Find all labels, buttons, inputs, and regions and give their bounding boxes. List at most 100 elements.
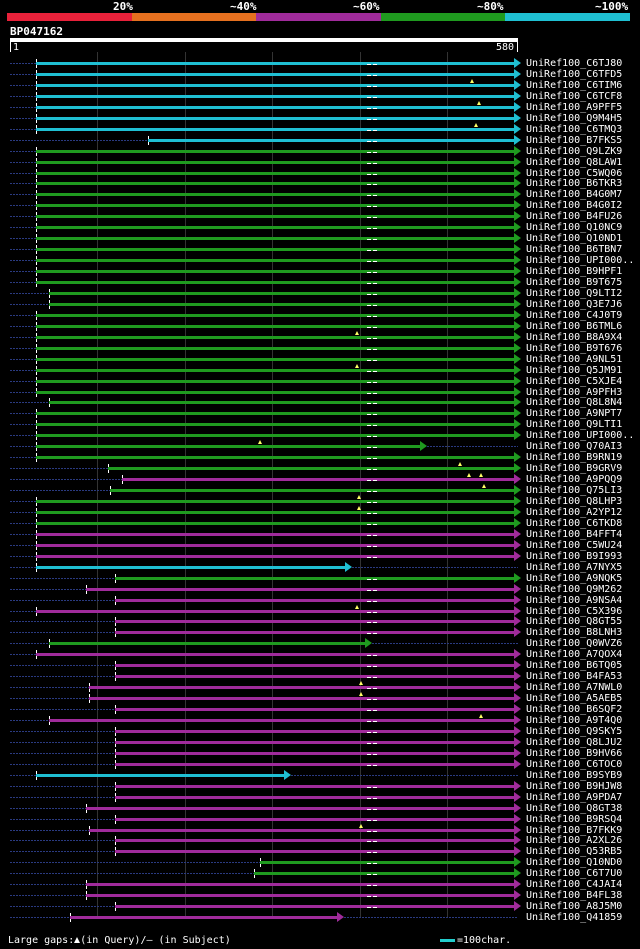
alignment-bar[interactable] (115, 784, 514, 788)
alignment-bar[interactable] (36, 445, 420, 449)
hit-label[interactable]: UniRef100_B9RSQ4 (526, 813, 623, 825)
alignment-bar[interactable] (36, 237, 514, 241)
hit-label[interactable]: UniRef100_Q8L8N4 (526, 397, 623, 409)
hit-label[interactable]: UniRef100_C6TJ80 (526, 58, 623, 69)
hit-label[interactable]: UniRef100_Q10ND1 (526, 233, 623, 245)
hit-row[interactable]: UniRef100_C6TMQ3 (0, 122, 640, 135)
alignment-bar[interactable] (36, 281, 514, 284)
hit-row[interactable]: UniRef100_B9RSQ4 (0, 813, 640, 825)
hit-label[interactable]: UniRef100_A7NWL0 (526, 682, 623, 694)
alignment-bar[interactable] (115, 817, 514, 821)
hit-label[interactable]: UniRef100_A9PFF5 (526, 101, 623, 113)
hit-row[interactable]: UniRef100_A2YP12 (0, 505, 640, 518)
hit-row[interactable]: UniRef100_B6SQF2 (0, 704, 640, 715)
hit-label[interactable]: UniRef100_Q70AI3 (526, 441, 623, 453)
hit-label[interactable]: UniRef100_B4G0I2 (526, 200, 623, 212)
hit-row[interactable]: UniRef100_Q8L8N4 (0, 397, 640, 408)
hit-label[interactable]: UniRef100_C5WQ06 (526, 167, 623, 179)
alignment-bar[interactable] (49, 642, 365, 646)
hit-label[interactable]: UniRef100_C6T7U0 (526, 868, 623, 880)
hit-row[interactable]: UniRef100_Q8GT55 (0, 616, 640, 627)
alignment-bar[interactable] (86, 806, 514, 810)
hit-row[interactable]: UniRef100_C5X396 (0, 604, 640, 617)
hit-label[interactable]: UniRef100_Q5JM91 (526, 364, 623, 376)
hit-label[interactable]: UniRef100_B4G0M7 (526, 189, 623, 201)
hit-row[interactable]: UniRef100_A9NL51 (0, 353, 640, 365)
hit-label[interactable]: UniRef100_B9GRV9 (526, 463, 623, 475)
hit-row[interactable]: UniRef100_B4FL38 (0, 890, 640, 901)
hit-label[interactable]: UniRef100_B9HV66 (526, 747, 623, 759)
alignment-bar[interactable] (36, 773, 284, 777)
hit-row[interactable]: UniRef100_B6TML6 (0, 320, 640, 332)
alignment-bar[interactable] (115, 708, 514, 712)
hit-row[interactable]: UniRef100_B9SYB9 (0, 769, 640, 781)
alignment-bar[interactable] (36, 160, 514, 164)
alignment-bar[interactable] (36, 313, 514, 317)
alignment-bar[interactable] (115, 620, 514, 624)
alignment-bar[interactable] (36, 270, 514, 274)
hit-label[interactable]: UniRef100_A9T4Q0 (526, 715, 623, 726)
hit-label[interactable]: UniRef100_Q8LHP3 (526, 496, 623, 507)
hit-row[interactable]: UniRef100_C6TKD8 (0, 517, 640, 529)
alignment-bar[interactable] (86, 894, 514, 898)
alignment-bar[interactable] (115, 740, 514, 744)
alignment-bar[interactable] (115, 751, 514, 755)
alignment-bar[interactable] (115, 576, 514, 580)
alignment-bar[interactable] (36, 368, 514, 372)
alignment-bar[interactable] (148, 138, 514, 142)
hit-label[interactable]: UniRef100_Q9LTI1 (526, 419, 623, 431)
hit-row[interactable]: UniRef100_A9PFF5 (0, 100, 640, 113)
hit-label[interactable]: UniRef100_A7QOX4 (526, 649, 623, 661)
hit-label[interactable]: UniRef100_C6TFD5 (526, 68, 623, 80)
alignment-bar[interactable] (36, 248, 514, 252)
hit-row[interactable]: UniRef100_A9PFH3 (0, 386, 640, 398)
hit-label[interactable]: UniRef100_Q9SKY5 (526, 725, 623, 737)
hit-label[interactable]: UniRef100_B4FA53 (526, 671, 623, 683)
hit-row[interactable]: UniRef100_Q9M262 (0, 583, 640, 595)
hit-row[interactable]: UniRef100_B8LNH3 (0, 627, 640, 638)
hit-row[interactable]: UniRef100_B9HPF1 (0, 266, 640, 277)
alignment-bar[interactable] (36, 609, 514, 613)
alignment-bar[interactable] (89, 697, 514, 701)
alignment-bar[interactable] (36, 346, 514, 350)
hit-row[interactable]: UniRef100_Q0WVZ6 (0, 638, 640, 649)
hit-row[interactable]: UniRef100_Q8GT38 (0, 802, 640, 814)
hit-label[interactable]: UniRef100_A9NL51 (526, 353, 623, 365)
alignment-bar[interactable] (49, 401, 514, 405)
alignment-bar[interactable] (36, 215, 514, 219)
alignment-bar[interactable] (108, 467, 514, 471)
hit-label[interactable]: UniRef100_C6TCF8 (526, 90, 623, 102)
hit-label[interactable]: UniRef100_Q8GT38 (526, 802, 623, 814)
alignment-bar[interactable] (36, 521, 514, 525)
hit-label[interactable]: UniRef100_A9PQQ9 (526, 474, 623, 486)
hit-row[interactable]: UniRef100_C4JAI4 (0, 879, 640, 890)
hit-row[interactable]: UniRef100_Q10ND0 (0, 857, 640, 868)
hit-label[interactable]: UniRef100_B9SYB9 (526, 769, 623, 781)
alignment-bar[interactable] (122, 478, 514, 482)
hit-label[interactable]: UniRef100_A9NPT7 (526, 408, 623, 420)
hit-row[interactable]: UniRef100_B7FKS5 (0, 134, 640, 146)
hit-label[interactable]: UniRef100_UPI000.. (526, 255, 635, 267)
alignment-bar[interactable] (260, 861, 514, 865)
alignment-bar[interactable] (36, 149, 514, 153)
hit-label[interactable]: UniRef100_B4FL38 (526, 890, 623, 902)
hit-row[interactable]: UniRef100_B7FKK9 (0, 823, 640, 836)
hit-label[interactable]: UniRef100_A2YP12 (526, 506, 623, 518)
hit-row[interactable]: UniRef100_Q9SKY5 (0, 725, 640, 737)
hit-label[interactable]: UniRef100_A9NSA4 (526, 594, 623, 606)
hit-row[interactable]: UniRef100_C6TIM6 (0, 78, 640, 91)
hit-row[interactable]: UniRef100_Q10ND1 (0, 233, 640, 244)
hit-row[interactable]: UniRef100_C6T7U0 (0, 868, 640, 879)
alignment-bar[interactable] (86, 587, 514, 591)
hit-row[interactable]: UniRef100_Q75LI3 (0, 484, 640, 496)
hit-label[interactable]: UniRef100_C4J0T9 (526, 309, 623, 321)
hit-label[interactable]: UniRef100_A9PFH3 (526, 386, 623, 398)
alignment-bar[interactable] (36, 500, 514, 503)
hit-row[interactable]: UniRef100_A9T4Q0 (0, 714, 640, 726)
hit-row[interactable]: UniRef100_A7NYX5 (0, 561, 640, 573)
hit-label[interactable]: UniRef100_Q0WVZ6 (526, 638, 623, 650)
hit-row[interactable]: UniRef100_A9NSA4 (0, 594, 640, 606)
hit-label[interactable]: UniRef100_A8J5M0 (526, 901, 623, 913)
alignment-bar[interactable] (110, 489, 514, 493)
hit-row[interactable]: UniRef100_Q41859 (0, 912, 640, 923)
